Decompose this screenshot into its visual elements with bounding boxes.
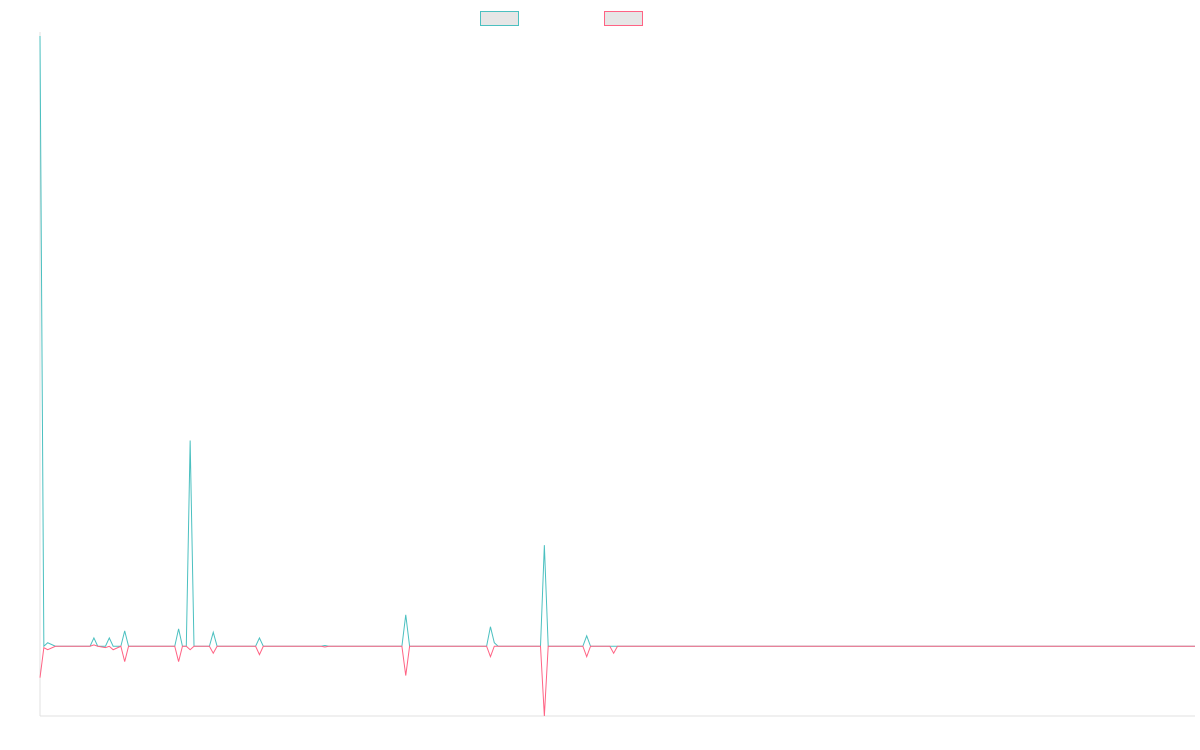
series-line-1 xyxy=(39,35,1195,648)
legend-swatch-series-1 xyxy=(480,10,519,26)
legend-item-series-2[interactable] xyxy=(604,9,649,27)
legend-swatch-series-2 xyxy=(604,10,643,26)
chart-legend xyxy=(480,9,650,27)
series-line-2 xyxy=(39,644,1195,717)
legend-item-series-1[interactable] xyxy=(480,9,525,27)
chart-axes xyxy=(39,32,1195,717)
chart-series-layer xyxy=(39,35,1195,717)
